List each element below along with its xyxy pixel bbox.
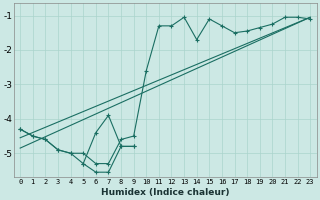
X-axis label: Humidex (Indice chaleur): Humidex (Indice chaleur)	[101, 188, 229, 197]
